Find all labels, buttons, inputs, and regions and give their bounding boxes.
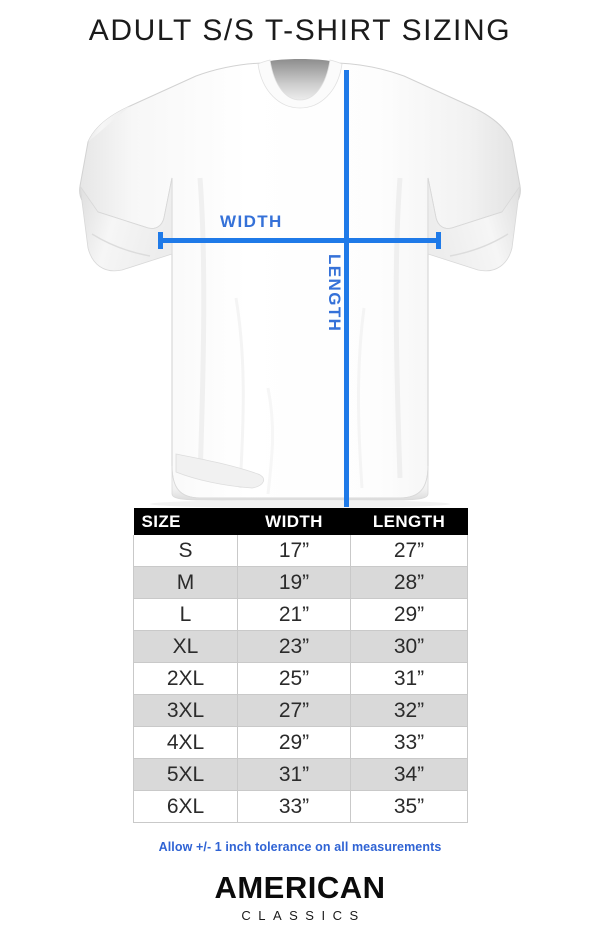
cell-width: 27” (237, 694, 351, 727)
cell-size: 5XL (133, 758, 238, 791)
length-label: LENGTH (325, 254, 344, 333)
cell-length: 35” (350, 790, 468, 823)
cell-size: XL (133, 630, 238, 663)
width-label: WIDTH (220, 212, 283, 231)
cell-size: 2XL (133, 662, 238, 695)
cell-size: S (133, 535, 238, 567)
cell-length: 34” (350, 758, 468, 791)
brand-tagline: CLASSICS (241, 907, 366, 923)
brand-name: AMERICAN (214, 870, 386, 905)
cell-size: 3XL (133, 694, 238, 727)
cell-length: 28” (350, 566, 468, 599)
cell-width: 29” (237, 726, 351, 759)
cell-length: 29” (350, 598, 468, 631)
cell-width: 25” (237, 662, 351, 695)
table-row: 3XL 27” 32” (133, 694, 468, 727)
cell-width: 33” (237, 790, 351, 823)
table-row: S 17” 27” (133, 535, 468, 567)
cell-width: 23” (237, 630, 351, 663)
cell-length: 27” (350, 535, 468, 567)
cell-size: 6XL (133, 790, 238, 823)
tshirt-illustration (79, 59, 521, 508)
cell-width: 17” (237, 535, 351, 567)
tolerance-note: Allow +/- 1 inch tolerance on all measur… (158, 840, 442, 854)
table-row: XL 23” 30” (133, 630, 468, 663)
cell-length: 33” (350, 726, 468, 759)
table-row: 4XL 29” 33” (133, 726, 468, 759)
measurement-guides: WIDTH LENGTH (0, 58, 600, 508)
cell-size: 4XL (133, 726, 238, 759)
table-row: 6XL 33” 35” (133, 790, 468, 823)
cell-length: 30” (350, 630, 468, 663)
table-row: 2XL 25” 31” (133, 662, 468, 695)
cell-size: L (133, 598, 238, 631)
width-line-right-cap (436, 232, 441, 249)
cell-length: 31” (350, 662, 468, 695)
cell-size: M (133, 566, 238, 599)
cell-length: 32” (350, 694, 468, 727)
size-chart-table-wrapper: SIZE WIDTH LENGTH S 17” 27” M 19” 28” L … (133, 508, 468, 823)
cell-width: 21” (237, 598, 351, 631)
tshirt-diagram: WIDTH LENGTH (0, 58, 600, 508)
column-header-length: LENGTH (350, 508, 468, 535)
table-header-row: SIZE WIDTH LENGTH (133, 508, 468, 535)
cell-width: 19” (237, 566, 351, 599)
column-header-size: SIZE (133, 508, 238, 535)
size-chart-table: SIZE WIDTH LENGTH S 17” 27” M 19” 28” L … (133, 508, 468, 823)
brand-logo: AMERICAN CLASSICS (0, 870, 600, 923)
table-row: M 19” 28” (133, 566, 468, 599)
table-row: 5XL 31” 34” (133, 758, 468, 791)
table-row: L 21” 29” (133, 598, 468, 631)
column-header-width: WIDTH (237, 508, 351, 535)
length-measure-line (344, 70, 349, 507)
width-measure-line (158, 238, 441, 243)
page-title: ADULT S/S T-SHIRT SIZING (88, 14, 512, 47)
cell-width: 31” (237, 758, 351, 791)
